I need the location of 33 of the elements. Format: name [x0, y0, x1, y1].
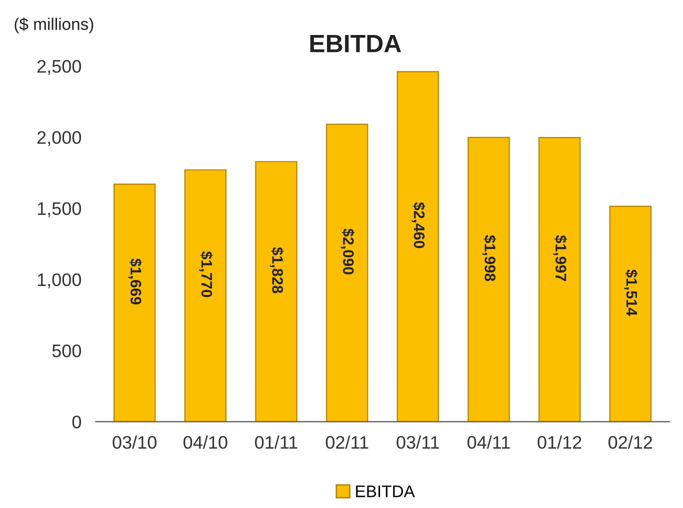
data-label: $2,090	[340, 228, 354, 274]
x-tick-label: 03/10	[112, 436, 156, 449]
data-label: $1,669	[128, 258, 142, 304]
y-tick-label: 1,500	[38, 202, 82, 218]
legend-label: EBITDA	[356, 486, 415, 498]
data-label: $2,460	[412, 202, 426, 248]
y-tick-label: 2,000	[37, 131, 82, 146]
x-tick-label: 04/10	[184, 436, 228, 449]
data-label: $1,514	[624, 269, 638, 316]
data-label: $1,828	[270, 247, 284, 294]
data-label: $1,770	[199, 251, 213, 298]
bar	[184, 169, 226, 422]
bar	[326, 124, 368, 422]
y-tick-label: 1,000	[38, 273, 82, 288]
x-tick-label: 01/11	[255, 436, 298, 449]
y-tick-label: 0	[72, 416, 82, 428]
y-axis-title: ($ millions)	[14, 18, 94, 34]
y-tick-label: 2,500	[37, 60, 82, 75]
bar	[538, 137, 581, 422]
bar	[255, 161, 298, 422]
x-tick-label: 03/11	[396, 436, 439, 449]
bar	[396, 71, 439, 422]
bar	[468, 136, 510, 422]
x-tick-label: 02/12	[608, 436, 652, 449]
data-label: $1,997	[553, 235, 567, 281]
y-tick-label: 500	[52, 344, 82, 358]
x-tick-label: 01/12	[538, 436, 582, 449]
x-tick-label: 02/11	[326, 436, 368, 449]
bar	[609, 206, 652, 422]
bar	[113, 184, 156, 422]
data-label: $1,998	[482, 235, 496, 282]
x-tick-label: 04/11	[468, 436, 510, 449]
chart-title: EBITDA	[310, 34, 402, 52]
